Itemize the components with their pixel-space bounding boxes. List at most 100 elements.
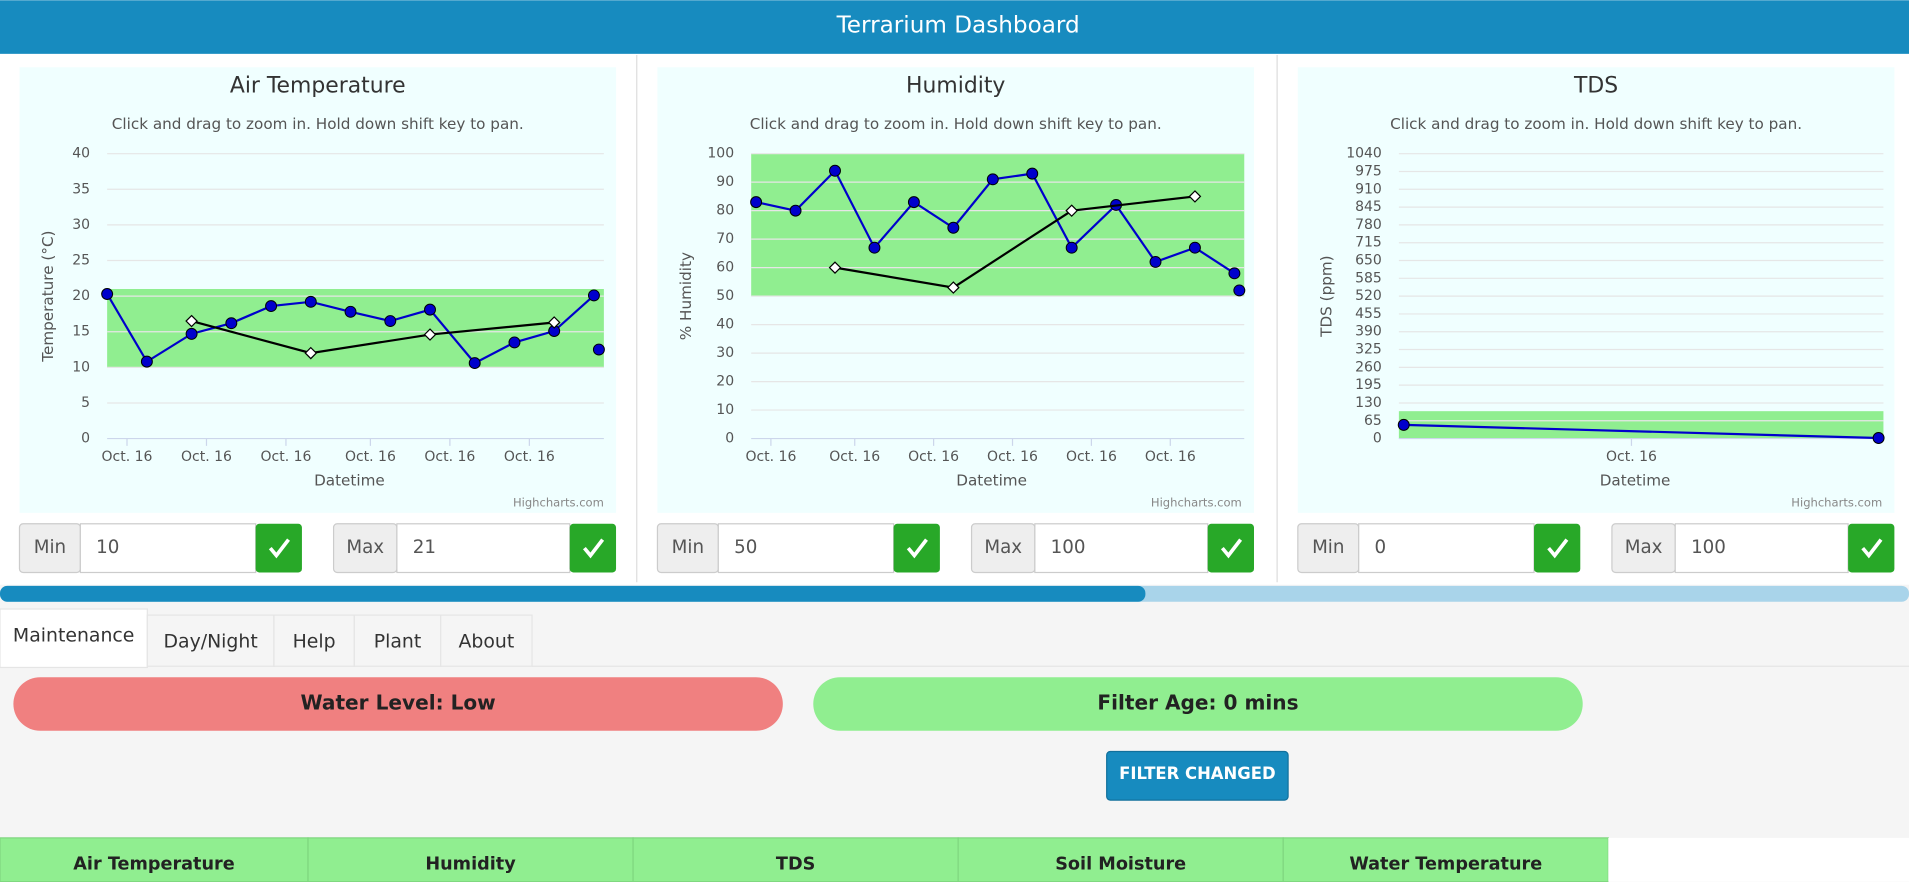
- input-label: Max: [984, 537, 1022, 558]
- point: [1228, 267, 1241, 280]
- y-tick-label: 910: [1355, 181, 1382, 197]
- progress-fill: [0, 585, 1146, 602]
- x-tick-label: Oct. 16: [181, 449, 232, 465]
- x-tick-label: Oct. 16: [424, 449, 475, 465]
- point: [947, 221, 960, 234]
- point: [907, 196, 920, 209]
- point: [986, 173, 999, 186]
- x-tick-label: Oct. 16: [504, 449, 555, 465]
- x-tick-label: Oct. 16: [260, 449, 311, 465]
- filter-text: Filter Age: 0 mins: [1097, 690, 1298, 714]
- tab[interactable]: [440, 614, 533, 667]
- point: [1065, 241, 1078, 254]
- point: [225, 317, 238, 330]
- input-field[interactable]: [396, 523, 571, 574]
- table-header-text: Air Temperature: [73, 855, 234, 875]
- check-icon: [1861, 538, 1883, 559]
- chart-title: Humidity: [906, 74, 1005, 99]
- input-field[interactable]: [1358, 523, 1535, 574]
- y-tick-label: 35: [72, 181, 90, 197]
- series-line: [1403, 423, 1879, 440]
- y-tick-label: 15: [72, 324, 90, 340]
- x-tick-label: Oct. 16: [1066, 449, 1117, 465]
- check-icon: [1220, 538, 1243, 559]
- y-tick-label: 30: [716, 345, 734, 361]
- confirm-button[interactable]: [569, 523, 617, 573]
- y-axis-title: Temperature (°C): [39, 231, 57, 363]
- point: [947, 281, 960, 294]
- filter-button[interactable]: [1106, 750, 1289, 801]
- y-tick-label: 30: [72, 217, 90, 233]
- y-tick-label: 195: [1355, 377, 1382, 393]
- point: [265, 300, 278, 313]
- input-value: 21: [413, 537, 436, 558]
- tab[interactable]: [353, 614, 442, 667]
- confirm-button[interactable]: [1534, 523, 1581, 573]
- y-tick-label: 90: [716, 174, 734, 190]
- chart-title: Air Temperature: [230, 74, 406, 99]
- point: [304, 346, 318, 360]
- y-tick-label: 585: [1355, 270, 1382, 286]
- y-tick-label: 20: [716, 374, 734, 390]
- tab[interactable]: [146, 614, 275, 667]
- x-tick-label: Oct. 16: [745, 449, 796, 465]
- y-tick-label: 60: [716, 260, 734, 276]
- confirm-button[interactable]: [1207, 523, 1254, 573]
- tab-label: Help: [293, 630, 336, 652]
- y-tick-label: 65: [1364, 413, 1382, 429]
- input-label: Min: [672, 537, 704, 558]
- y-axis-title: % Humidity: [677, 252, 695, 340]
- y-tick-label: 40: [72, 146, 90, 162]
- series-line: [191, 319, 555, 355]
- point: [185, 314, 198, 328]
- y-tick-label: 0: [725, 431, 734, 447]
- confirm-button[interactable]: [893, 523, 940, 573]
- confirm-button[interactable]: [255, 523, 302, 573]
- point: [1149, 255, 1162, 268]
- point: [1026, 167, 1039, 180]
- y-tick-label: 100: [707, 146, 734, 162]
- tab-label: Day/Night: [163, 630, 257, 652]
- x-axis-title: Datetime: [1600, 472, 1671, 490]
- y-tick-label: 455: [1355, 306, 1382, 322]
- check-icon: [268, 538, 290, 559]
- point: [587, 289, 600, 302]
- x-tick-label: Oct. 16: [829, 449, 880, 465]
- point: [424, 303, 436, 316]
- confirm-button[interactable]: [1848, 523, 1895, 573]
- y-tick-label: 130: [1355, 395, 1382, 411]
- credits: Highcharts.com: [1791, 496, 1882, 510]
- water-status: [13, 677, 783, 731]
- point: [1397, 418, 1410, 431]
- point: [344, 305, 357, 318]
- input-label: Max: [346, 537, 384, 558]
- tab[interactable]: [0, 608, 148, 669]
- table-header-text: TDS: [776, 855, 815, 875]
- check-icon: [906, 538, 928, 559]
- chart-subtitle: Click and drag to zoom in. Hold down shi…: [750, 115, 1162, 133]
- x-axis-title: Datetime: [956, 472, 1027, 490]
- y-tick-label: 780: [1355, 217, 1382, 233]
- tab-label: Plant: [374, 630, 422, 652]
- input-field[interactable]: [1674, 523, 1849, 574]
- y-tick-label: 325: [1355, 342, 1382, 358]
- series-line: [834, 195, 1196, 289]
- input-value: 0: [1375, 537, 1387, 558]
- input-label: Max: [1625, 537, 1663, 558]
- input-value: 10: [96, 537, 119, 558]
- point: [828, 261, 842, 274]
- input-field[interactable]: [79, 523, 257, 574]
- point: [185, 327, 198, 340]
- point: [789, 204, 802, 217]
- point: [868, 241, 881, 254]
- x-tick-label: Oct. 16: [102, 449, 153, 465]
- input-field[interactable]: [1034, 523, 1209, 574]
- y-tick-label: 0: [81, 431, 90, 447]
- check-icon: [1547, 538, 1569, 559]
- input-value: 50: [734, 537, 757, 558]
- y-tick-label: 80: [716, 203, 734, 219]
- y-tick-label: 50: [716, 288, 734, 304]
- plot-band: [107, 288, 604, 368]
